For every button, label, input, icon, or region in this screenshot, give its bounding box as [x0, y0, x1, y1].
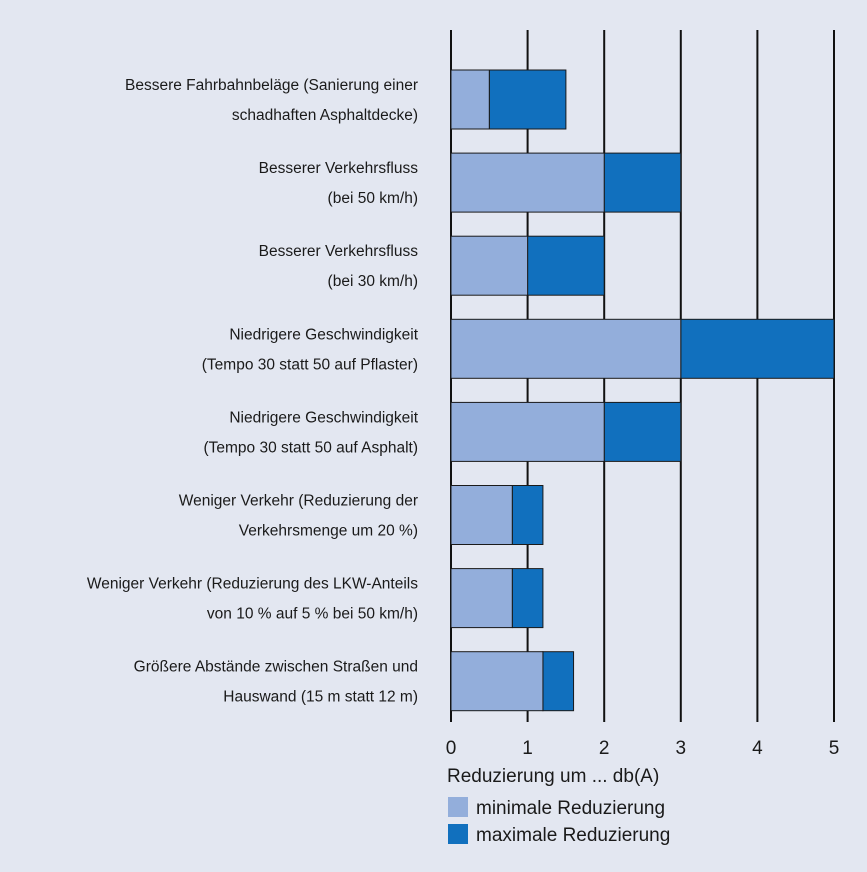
bar-max-5	[511, 485, 544, 545]
bar-min-7	[450, 651, 544, 712]
category-label-2-1: (bei 30 km/h)	[328, 273, 418, 290]
bar-min-1	[450, 152, 605, 213]
category-label-4-1: (Tempo 30 statt 50 auf Asphalt)	[203, 439, 418, 456]
category-label-4-0: Niedrigere Geschwindigkeit	[229, 409, 418, 426]
x-tick-label-3: 3	[676, 738, 687, 759]
bar-max-7	[542, 651, 575, 712]
x-tick-label-4: 4	[752, 738, 763, 759]
category-label-0-0: Bessere Fahrbahnbeläge (Sanierung einer	[125, 77, 418, 94]
bar-max-2	[527, 235, 605, 296]
category-label-2-0: Besserer Verkehrsfluss	[259, 243, 419, 260]
legend-swatch-max	[448, 824, 468, 844]
bars	[450, 69, 835, 712]
x-tick-label-5: 5	[829, 738, 840, 759]
category-label-6-0: Weniger Verkehr (Reduzierung des LKW-Ant…	[87, 576, 418, 593]
category-label-6-1: von 10 % auf 5 % bei 50 km/h)	[207, 606, 418, 623]
bar-min-3	[450, 318, 682, 379]
bar-max-3	[680, 318, 835, 379]
bar-min-2	[450, 235, 529, 296]
category-label-5-0: Weniger Verkehr (Reduzierung der	[179, 493, 418, 510]
bar-max-6	[511, 568, 544, 629]
category-label-3-0: Niedrigere Geschwindigkeit	[229, 326, 418, 343]
category-label-1-1: (bei 50 km/h)	[328, 190, 418, 207]
x-tick-label-0: 0	[446, 738, 457, 759]
category-label-7-1: Hauswand (15 m statt 12 m)	[223, 689, 418, 706]
bar-max-1	[603, 152, 682, 213]
bar-min-6	[450, 568, 513, 629]
category-label-0-1: schadhaften Asphaltdecke)	[232, 107, 418, 124]
bar-min-4	[450, 401, 605, 462]
x-tick-label-2: 2	[599, 738, 610, 759]
bar-min-5	[450, 485, 513, 545]
category-labels: Bessere Fahrbahnbeläge (Sanierung einer s…	[87, 77, 419, 706]
legend-label-min: minimale Reduzierung	[476, 798, 665, 819]
legend-swatch-min	[448, 797, 468, 817]
legend: minimale Reduzierung maximale Reduzierun…	[448, 797, 670, 846]
bar-max-0	[488, 69, 567, 130]
x-axis: 0 1 2 3 4 5	[446, 738, 840, 759]
category-label-7-0: Größere Abstände zwischen Straßen und	[134, 659, 418, 676]
x-tick-label-1: 1	[522, 738, 533, 759]
category-label-1-0: Besserer Verkehrsfluss	[259, 160, 419, 177]
bar-max-4	[603, 401, 682, 462]
bar-min-0	[450, 69, 490, 130]
legend-label-max: maximale Reduzierung	[476, 825, 670, 846]
category-label-5-1: Verkehrsmenge um 20 %)	[239, 523, 418, 540]
category-label-3-1: (Tempo 30 statt 50 auf Pflaster)	[202, 356, 418, 373]
x-axis-title: Reduzierung um ... db(A)	[447, 766, 659, 787]
